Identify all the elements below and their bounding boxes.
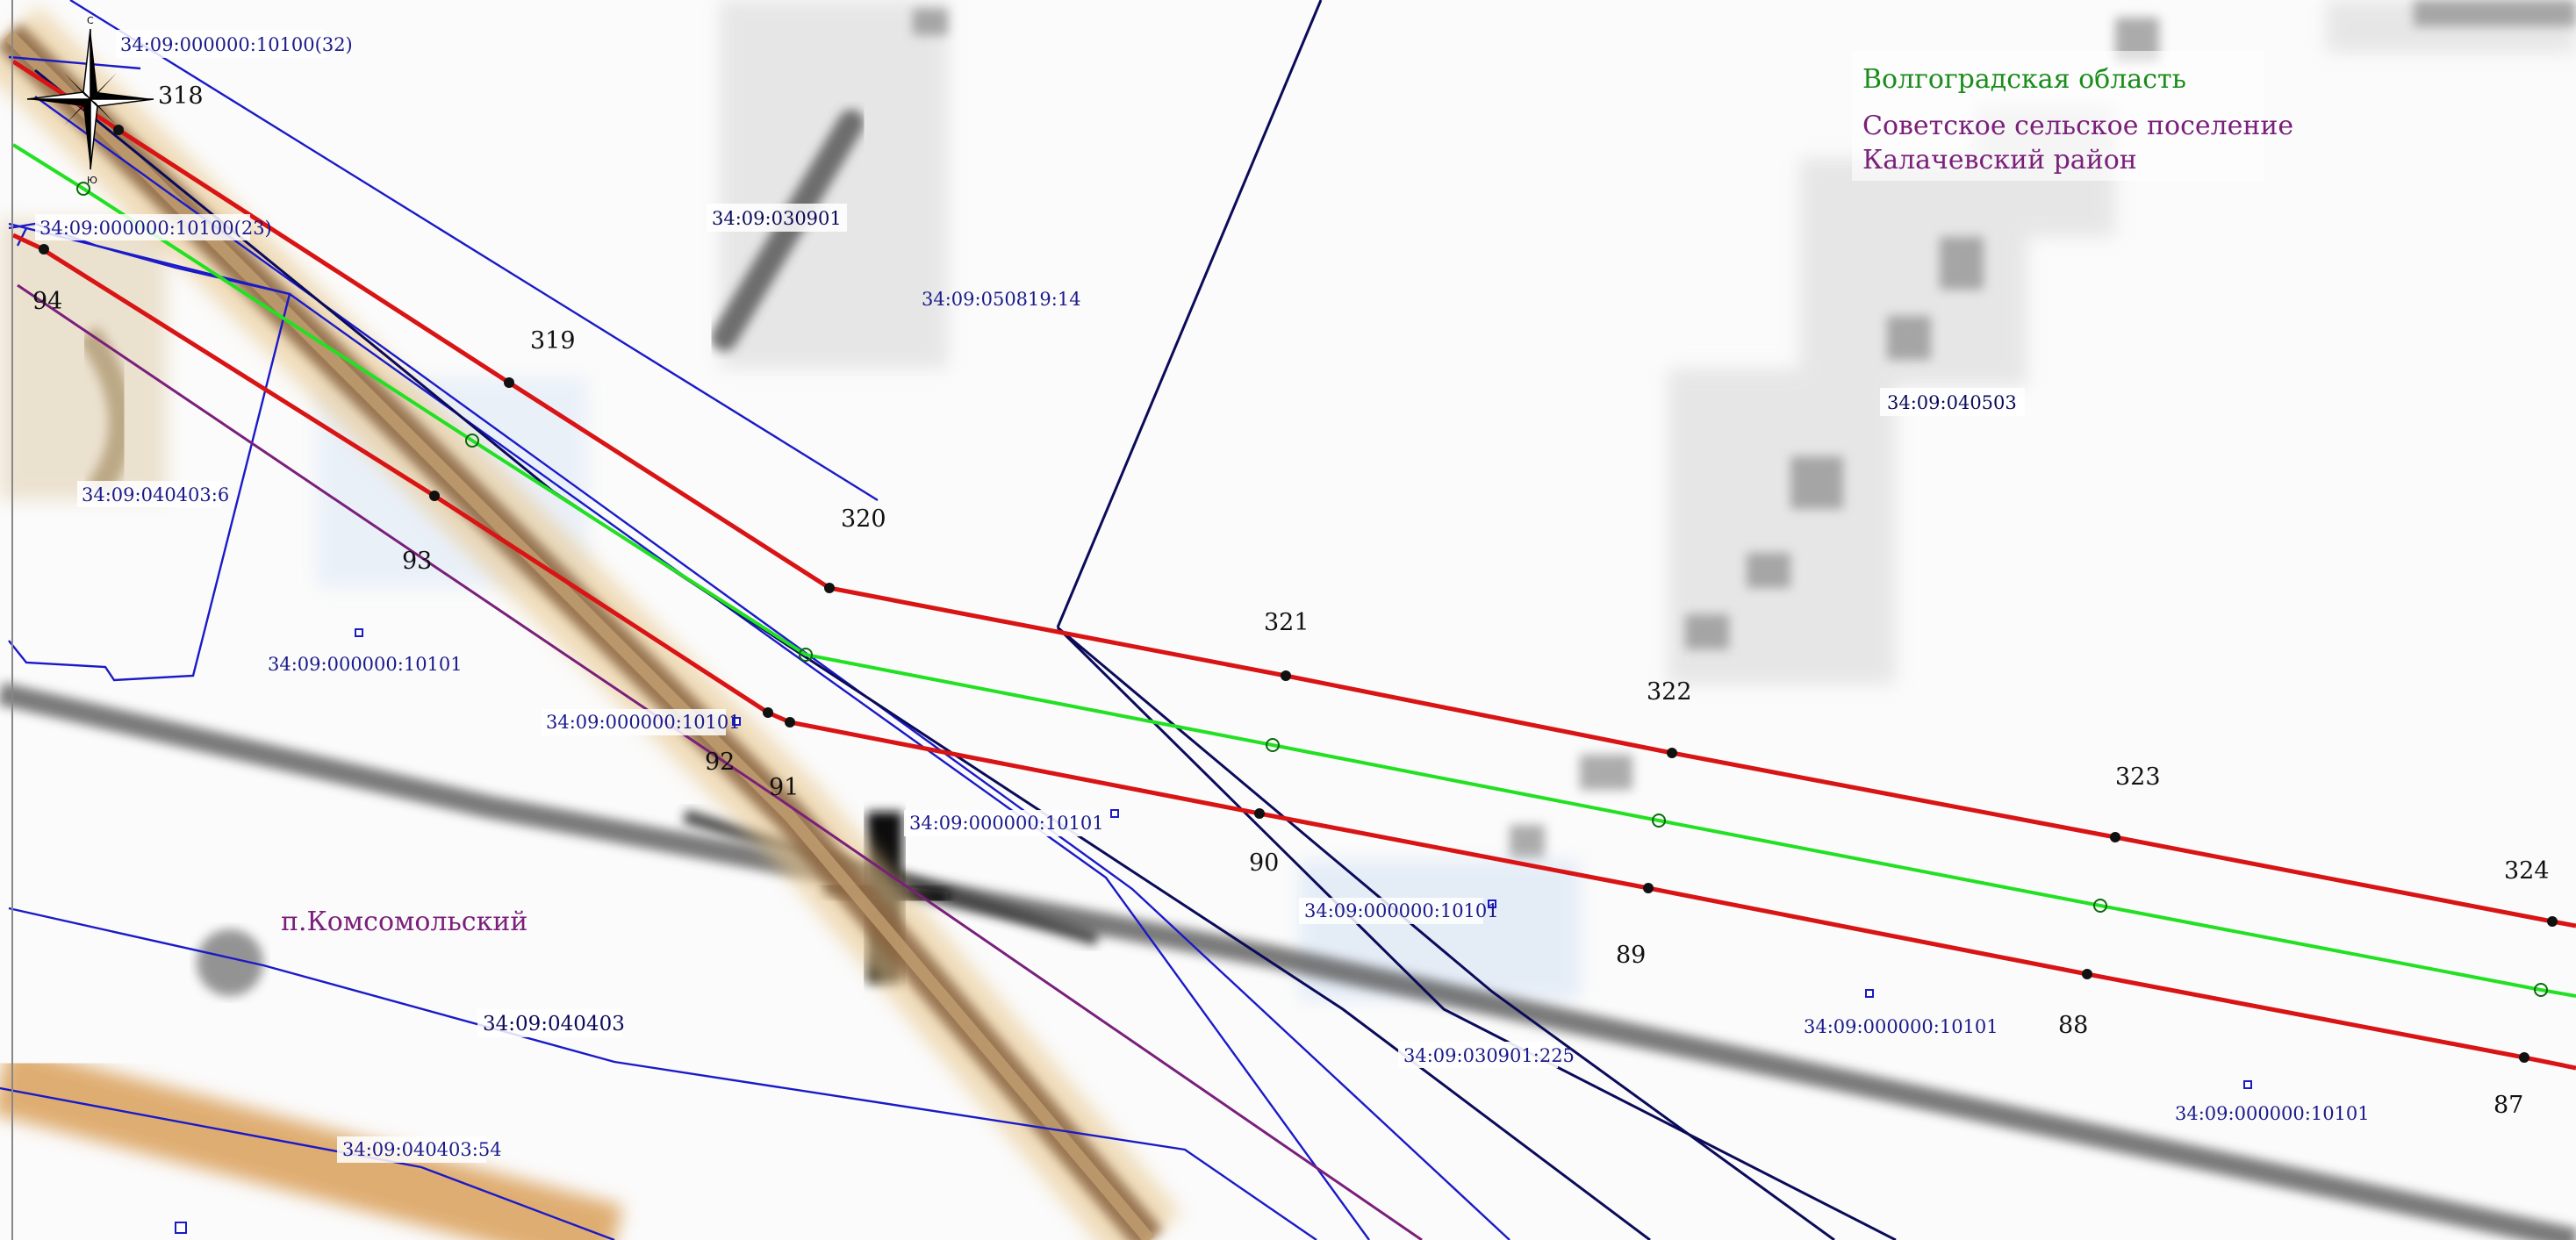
point-label-324: 324	[2504, 857, 2550, 885]
point-label-88: 88	[2058, 1012, 2088, 1039]
vertex-93	[429, 491, 440, 501]
cadastre-label: 34:09:040403:54	[342, 1139, 502, 1160]
vertex-89	[1643, 883, 1654, 893]
point-label-89: 89	[1616, 942, 1646, 969]
point-label-318: 318	[158, 82, 204, 110]
vertex-324	[2547, 916, 2558, 927]
cadastre-label: 34:09:000000:10101	[909, 813, 1104, 834]
cadastre-label: 34:09:000000:10101	[1804, 1016, 1998, 1037]
legend-settlement: Советское сельское поселение	[1862, 111, 2293, 141]
point-label-91: 91	[769, 774, 799, 801]
compass-south-label: Ю	[87, 175, 97, 186]
route-vertices	[39, 125, 2558, 1063]
vertex-91	[785, 717, 795, 728]
district-boundary	[17, 283, 1423, 1240]
cadastre-label: 34:09:030901:225	[1403, 1045, 1575, 1066]
axis-line	[11, 143, 2576, 998]
cadastre-label: 34:09:040403	[483, 1013, 625, 1036]
map-legend: Волгоградская область Советское сельское…	[1852, 51, 2293, 181]
vertex-322	[1667, 748, 1677, 758]
point-label-321: 321	[1264, 609, 1310, 636]
compass-north-label: С	[87, 15, 94, 26]
cadastre-label: 34:09:000000:10100(23)	[39, 218, 272, 239]
point-label-94: 94	[32, 288, 62, 315]
point-label-93: 93	[402, 548, 432, 575]
cadastre-label: 34:09:000000:10100(32)	[120, 34, 353, 55]
point-label-92: 92	[705, 749, 735, 776]
vertex-319	[504, 377, 514, 388]
point-label-87: 87	[2493, 1092, 2523, 1119]
cadastre-label: 34:09:000000:10101	[1304, 900, 1499, 921]
parcel-markers	[175, 628, 2252, 1234]
cadastre-label: 34:09:030901	[712, 208, 842, 229]
axis-markers	[76, 182, 2548, 997]
town-label: п.Комсомольский	[281, 907, 527, 937]
legend-region: Волгоградская область	[1862, 64, 2186, 95]
cadastre-label: 34:09:040503	[1887, 392, 2017, 413]
point-label-320: 320	[841, 505, 886, 533]
point-labels: 318 319 320 321 322 323 324 94 93 92 91 …	[32, 82, 2550, 1119]
cadastre-label: 34:09:000000:10101	[546, 712, 741, 733]
vertex-88	[2082, 969, 2092, 979]
cadastre-label: 34:09:040403:6	[82, 484, 229, 505]
cadastre-label: 34:09:000000:10101	[2175, 1103, 2370, 1124]
vertex-323	[2110, 832, 2120, 842]
vertex-321	[1281, 670, 1291, 681]
vertex-94	[39, 244, 49, 254]
vertex-87	[2519, 1052, 2529, 1063]
point-label-90: 90	[1249, 849, 1279, 877]
vertex-320	[824, 583, 835, 593]
vertex-92	[763, 707, 773, 718]
point-label-322: 322	[1647, 678, 1692, 706]
cadastral-labels: 34:09:000000:10100(32) 34:09:000000:1010…	[35, 30, 2370, 1163]
vertex-90	[1254, 808, 1265, 819]
point-label-323: 323	[2115, 763, 2161, 791]
legend-district: Калачевский район	[1862, 145, 2137, 176]
cadastre-label: 34:09:000000:10101	[268, 654, 463, 675]
compass-rose-icon: С Ю	[26, 15, 154, 186]
navy-lines	[34, 0, 1897, 1240]
cadastre-label: 34:09:050819:14	[922, 289, 1081, 310]
point-label-319: 319	[530, 327, 576, 355]
vertex-318	[113, 125, 124, 135]
